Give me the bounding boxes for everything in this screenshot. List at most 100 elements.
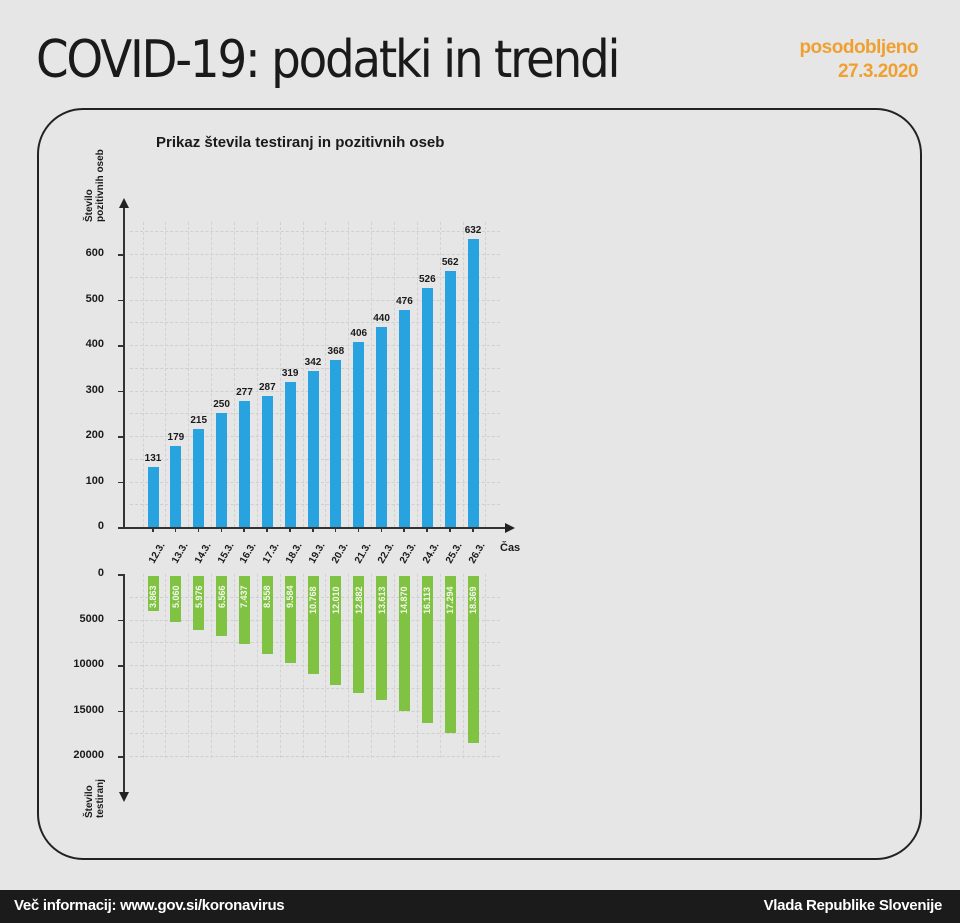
y-axis-label-positive: Število pozitivnih oseb	[84, 149, 106, 222]
x-tick-mark	[380, 527, 383, 532]
bar-positive	[147, 467, 159, 527]
x-tick-mark	[357, 527, 360, 532]
bar-value-label: 179	[167, 431, 185, 443]
gridline-h	[130, 322, 500, 324]
gridline-v	[211, 222, 213, 527]
x-tick-mark	[243, 527, 245, 532]
gridline-h	[130, 231, 500, 233]
bar-value-label: 440	[373, 312, 390, 324]
update-info: posodobljeno 27.3.2020	[799, 36, 918, 84]
x-tick-mark	[266, 527, 268, 532]
bar-positive	[376, 326, 388, 527]
bar-positive	[330, 359, 342, 527]
bar-value-label: 368	[327, 345, 345, 357]
bar-positive	[398, 310, 410, 527]
gridline-v	[302, 222, 304, 527]
bar-value-label: 5.060	[170, 585, 181, 608]
x-tick-mark	[174, 527, 177, 532]
x-tick-mark	[334, 527, 337, 532]
gridline-v	[188, 222, 190, 527]
gridline-h	[130, 756, 500, 757]
gridline-v	[394, 222, 396, 527]
gridline-h	[130, 276, 500, 278]
gridline-v	[485, 222, 487, 527]
arrow-up-icon	[119, 198, 129, 208]
y-tick-label: 600	[85, 247, 104, 259]
updated-date: 27.3.2020	[837, 61, 919, 82]
gridline-v	[416, 222, 418, 527]
arrow-down-icon	[119, 792, 129, 802]
gridline-v	[348, 222, 350, 527]
gridline-h	[130, 254, 500, 255]
gridline-v	[371, 574, 373, 758]
bar-value-label: 131	[144, 453, 162, 465]
footer-org: Vlada Republike Slovenije	[763, 897, 943, 914]
y-axis-positive	[123, 204, 125, 528]
gridline-h	[130, 299, 500, 301]
bar-tests	[330, 576, 342, 686]
gridline-v	[439, 222, 441, 527]
y-tick-mark	[118, 436, 124, 438]
gridline-h	[130, 367, 500, 369]
bar-tests	[261, 576, 273, 654]
bar-positive	[170, 445, 182, 527]
y-tick-label: 500	[85, 292, 104, 305]
y-tick-label: 5000	[79, 612, 104, 625]
more-info-link[interactable]: Več informacij: www.gov.si/koronavirus	[14, 897, 285, 914]
gridline-v	[234, 222, 235, 527]
chart-title: Prikaz števila testiranj in pozitivnih o…	[156, 134, 445, 151]
y-tick-mark	[118, 574, 124, 576]
y-tick-label: 0	[97, 567, 104, 579]
gridline-v	[302, 574, 304, 758]
bar-value-label: 526	[418, 273, 436, 285]
gridline-h	[130, 345, 500, 346]
bar-tests	[284, 576, 296, 664]
bar-positive	[444, 271, 456, 527]
bar-tests	[193, 576, 205, 631]
gridline-v	[325, 222, 327, 527]
gridline-h	[130, 710, 500, 712]
bar-value-label: 17.294	[445, 586, 456, 614]
x-tick-mark	[152, 527, 154, 532]
chart-frame	[37, 108, 922, 860]
bar-value-label: 277	[236, 386, 253, 398]
bar-value-label: 18.369	[468, 586, 479, 614]
page-title: COVID-19: podatki in trendi	[36, 30, 620, 90]
gridline-v	[142, 574, 144, 758]
x-tick-mark	[426, 527, 428, 532]
x-tick-mark	[312, 527, 314, 532]
gridline-v	[462, 222, 464, 527]
bar-value-label: 287	[258, 382, 276, 394]
y-tick-mark	[118, 665, 124, 667]
gridline-v	[234, 574, 235, 758]
y-tick-label: 200	[85, 429, 104, 441]
gridline-v	[142, 222, 144, 527]
gridline-v	[462, 574, 464, 758]
y-tick-mark	[118, 527, 124, 529]
y-tick-mark	[118, 756, 124, 758]
y-tick-mark	[118, 710, 124, 712]
bar-value-label: 12.010	[330, 586, 341, 614]
bar-positive	[193, 429, 205, 527]
x-axis	[123, 527, 508, 529]
bar-value-label: 250	[213, 399, 230, 411]
gridline-v	[348, 574, 350, 758]
bar-positive	[467, 239, 479, 527]
bar-tests	[421, 576, 433, 723]
bar-value-label: 7.437	[239, 585, 250, 608]
arrow-right-icon	[505, 523, 515, 533]
bar-tests	[307, 576, 319, 674]
bar-tests	[170, 576, 182, 623]
y-axis-tests	[123, 574, 125, 796]
x-tick-mark	[403, 527, 405, 532]
bar-value-label: 319	[281, 367, 299, 379]
bar-tests	[376, 576, 388, 700]
bar-value-label: 9.584	[285, 585, 296, 608]
y-tick-mark	[118, 481, 124, 483]
bar-positive	[238, 400, 250, 527]
bar-value-label: 5.976	[193, 585, 204, 608]
gridline-v	[394, 574, 396, 758]
bar-tests	[467, 576, 479, 744]
gridline-v	[188, 574, 190, 758]
bar-value-label: 16.113	[422, 586, 433, 614]
